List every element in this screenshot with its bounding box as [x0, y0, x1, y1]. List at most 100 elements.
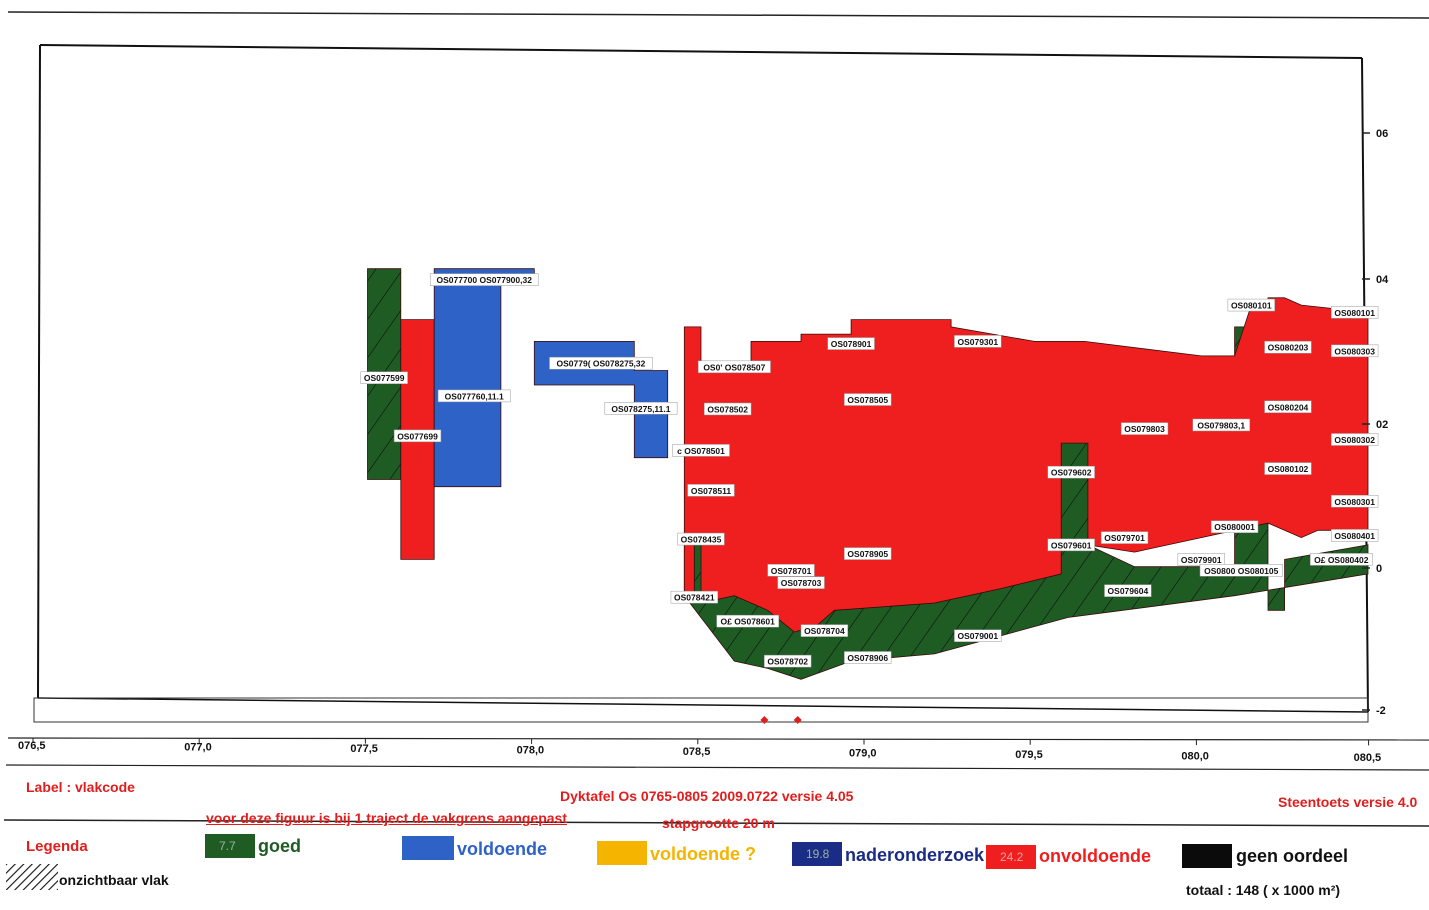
- vak-label-box: [1104, 584, 1152, 597]
- vak-label-box: [1100, 531, 1149, 544]
- vak-label-box: [777, 576, 825, 589]
- vak-label: OS078906: [847, 653, 888, 663]
- legend-voldoende-q-swatch: [597, 841, 647, 865]
- note-text: voor deze figuur is bij 1 traject de vak…: [206, 810, 568, 826]
- x-tick-label: 080,0: [1181, 751, 1209, 763]
- vak-label: OS078511: [691, 486, 731, 496]
- vak-label: OS080001: [1214, 522, 1255, 532]
- vak-label-box: [844, 547, 892, 560]
- vak-label: c OS078501: [677, 446, 725, 456]
- legend-goed-value: 7.7: [219, 839, 236, 853]
- vak-label-box: [764, 654, 812, 668]
- vak-label-box: [1047, 538, 1095, 552]
- vak-hatch-4: [684, 326, 1368, 680]
- vak-label: OS078901: [831, 339, 872, 349]
- vak-label-box: [1264, 340, 1312, 354]
- y-tick-label: 06: [1376, 128, 1388, 140]
- legend-onzichtbaar-label: onzichtbaar vlak: [59, 872, 169, 888]
- vak-label: OS077699: [397, 431, 438, 441]
- vak-label-box: [1227, 298, 1275, 312]
- vak-label: OS078704: [804, 626, 845, 636]
- y-tick-label: -2: [1376, 705, 1386, 717]
- x-tick-label: 078,0: [517, 745, 545, 757]
- vak-label-box: [677, 532, 725, 546]
- vak-label: OS080101: [1231, 301, 1272, 311]
- vak-label: OS078421: [674, 593, 715, 603]
- legend-nader-swatch: 19.8: [792, 842, 842, 866]
- vak-label: OS080204: [1268, 402, 1309, 412]
- vak-label-box: [437, 389, 511, 403]
- vak-label: OS080302: [1334, 435, 1375, 445]
- vak-label: O£ OS078601: [721, 617, 776, 627]
- vak-label-box: [393, 429, 442, 443]
- vak-label-box: [429, 273, 539, 286]
- x-tick-label: 079,0: [849, 748, 877, 760]
- legend-voldoende-q-label: voldoende ?: [650, 844, 757, 864]
- x-axis: 076,5 077,0 077,5 078,0 078,5 079,0 079,5 080,0…: [18, 738, 1381, 764]
- vak-label-box: [1310, 553, 1373, 566]
- vak-label: OS079602: [1051, 468, 1092, 478]
- vak-label-box: [800, 624, 849, 637]
- vak-label: OS078701: [771, 566, 812, 576]
- vak-label: OS0800 OS080105: [1204, 566, 1278, 576]
- vak-label-box: [1264, 462, 1312, 475]
- vak-label: OS080102: [1268, 464, 1309, 474]
- legend-title: Legenda: [26, 838, 88, 855]
- legend-onvoldoende-label: onvoldoende: [1039, 846, 1151, 866]
- vak-label: OS079601: [1051, 540, 1092, 550]
- vak-voldoende-2: [433, 268, 535, 488]
- vak-label: OS079901: [1181, 555, 1222, 565]
- x-tick-label: 077,0: [184, 742, 212, 754]
- x-tick-label: 077,5: [350, 743, 378, 755]
- legend-geen-oordeel-label: geen oordeel: [1236, 846, 1349, 866]
- vak-label-box: [549, 356, 653, 370]
- vak-label-box: [1331, 306, 1379, 319]
- vak-label: OS078703: [781, 578, 822, 588]
- position-marker: [793, 716, 802, 724]
- y-tick-label: 04: [1376, 274, 1389, 286]
- vak-voldoende-3: [533, 340, 669, 459]
- vak-label-box: [827, 337, 875, 350]
- vak-label: OS0779( OS078275,32: [557, 359, 646, 369]
- vak-polygons: [367, 268, 1369, 680]
- vak-label: OS078502: [707, 404, 748, 414]
- vak-label: OS080203: [1268, 343, 1309, 353]
- legend-nader-value: 19.8: [806, 847, 830, 861]
- step-size: stapgrootte 20 m: [662, 815, 775, 831]
- vak-label-box: [604, 402, 678, 415]
- vak-label: OS080401: [1334, 531, 1375, 541]
- vak-label: OS080101: [1334, 308, 1375, 318]
- vak-label-box: [1331, 529, 1379, 542]
- vak-label-box: [1264, 400, 1312, 414]
- label-caption: Label : vlakcode: [26, 779, 135, 795]
- vak-label-box: [767, 564, 815, 577]
- vak-label: OS080301: [1334, 497, 1375, 507]
- vak-label-box: [1331, 344, 1379, 358]
- vak-label: OS079301: [957, 337, 998, 347]
- vak-label-box: [1210, 520, 1259, 533]
- vak-label: OS079001: [957, 631, 998, 641]
- vak-label-box: [716, 614, 779, 628]
- legend-goed-label: goed: [258, 836, 301, 856]
- vak-label: OS0' OS078507: [703, 362, 765, 372]
- chart-title: Dyktafel Os 0765-0805 2009.0722 versie 4…: [560, 788, 854, 804]
- vak-label-box: [844, 651, 892, 664]
- vak-label-box: [704, 402, 752, 416]
- legend-onv-value: 24.2: [1000, 850, 1024, 864]
- vak-label: OS079701: [1104, 533, 1145, 543]
- y-tick-label: 02: [1376, 419, 1388, 431]
- vak-label-box: [1047, 465, 1095, 479]
- vak-label-box: [954, 335, 1002, 348]
- vak-label: OS079604: [1108, 586, 1149, 596]
- y-tick-label: 0: [1376, 563, 1382, 575]
- vak-label: OS077599: [364, 373, 405, 383]
- vak-label: OS080303: [1334, 346, 1375, 356]
- legend-voldoende-swatch: [402, 836, 454, 860]
- legend-onzichtbaar-swatch: [6, 864, 58, 890]
- vak-label-box: [954, 629, 1002, 642]
- vak-label-box: [1199, 564, 1283, 577]
- vak-label: OS078435: [681, 535, 722, 545]
- vak-label: OS077700 OS077900,32: [436, 275, 532, 285]
- vak-label-box: [670, 590, 718, 604]
